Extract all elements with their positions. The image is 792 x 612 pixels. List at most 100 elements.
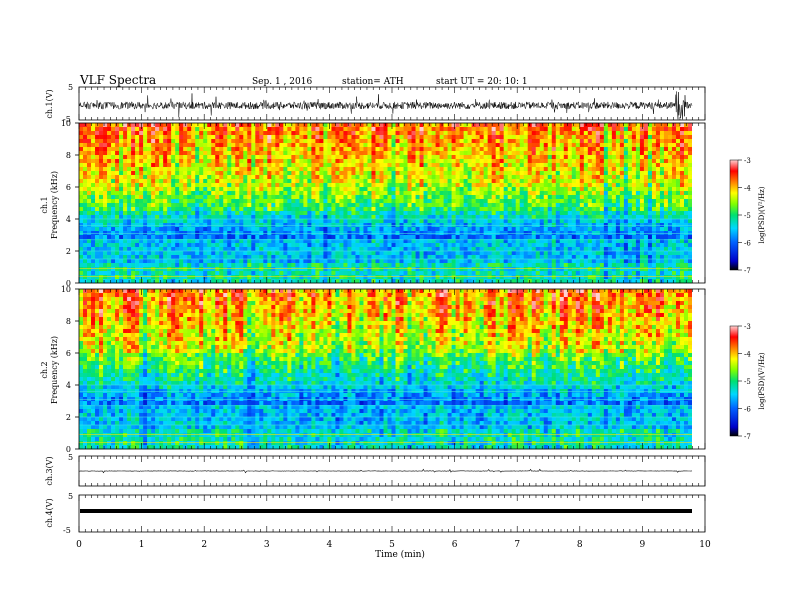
spectrogram-cell bbox=[579, 175, 585, 180]
spectrogram-cell bbox=[475, 127, 480, 132]
spectrogram-cell bbox=[87, 135, 92, 140]
spectrogram-cell bbox=[323, 195, 328, 200]
spectrogram-cell bbox=[687, 203, 693, 208]
spectrogram-cell bbox=[443, 211, 448, 216]
spectrogram-cell bbox=[255, 143, 260, 148]
spectrogram-cell bbox=[607, 179, 613, 184]
spectrogram-cell bbox=[371, 243, 376, 248]
spectrogram-cell bbox=[595, 171, 601, 176]
spectrogram-cell bbox=[251, 203, 256, 208]
spectrogram-cell bbox=[447, 147, 452, 152]
spectrogram-cell bbox=[375, 155, 380, 160]
spectrogram-cell bbox=[571, 187, 577, 192]
spectrogram-cell bbox=[147, 171, 152, 176]
spectrogram-cell bbox=[247, 203, 252, 208]
spectrogram-cell bbox=[227, 239, 232, 244]
spectrogram-cell bbox=[323, 139, 328, 144]
spectrogram-cell bbox=[171, 243, 176, 248]
spectrogram-cell bbox=[571, 163, 577, 168]
spectrogram-cell bbox=[119, 219, 124, 224]
spectrogram-cell bbox=[287, 171, 292, 176]
spectrogram-cell bbox=[279, 227, 284, 232]
spectrogram-cell bbox=[403, 163, 408, 168]
spectrogram-cell bbox=[539, 143, 545, 148]
spectrogram-cell bbox=[327, 247, 332, 252]
spectrogram-cell bbox=[543, 139, 549, 144]
spectrogram-cell bbox=[227, 131, 232, 136]
spectrogram-cell bbox=[527, 199, 533, 204]
spectrogram-cell bbox=[159, 151, 164, 156]
spectrogram-cell bbox=[135, 151, 140, 156]
spectrogram-cell bbox=[343, 171, 348, 176]
spectrogram-cell bbox=[159, 127, 164, 132]
spectrogram-cell bbox=[235, 159, 240, 164]
spectrogram-cell bbox=[267, 131, 272, 136]
spectrogram-cell bbox=[311, 175, 316, 180]
spectrogram-cell bbox=[687, 243, 693, 248]
spectrogram-cell bbox=[267, 155, 272, 160]
spectrogram-cell bbox=[515, 195, 521, 200]
spectrogram-cell bbox=[291, 131, 296, 136]
spectrogram-cell bbox=[595, 207, 601, 212]
spectrogram-cell bbox=[543, 211, 549, 216]
spectrogram-cell bbox=[283, 243, 288, 248]
spectrogram-cell bbox=[615, 199, 621, 204]
spectrogram-cell bbox=[383, 211, 388, 216]
spectrogram-cell bbox=[299, 203, 304, 208]
spectrogram-cell bbox=[119, 187, 124, 192]
spectrogram-cell bbox=[575, 235, 581, 240]
spectrogram-cell bbox=[607, 247, 613, 252]
spectrogram-cell bbox=[259, 151, 264, 156]
spectrogram-cell bbox=[167, 195, 172, 200]
spectrogram-cell bbox=[675, 163, 681, 168]
spectrogram-cell bbox=[667, 187, 673, 192]
spectrogram-cell bbox=[179, 139, 184, 144]
spectrogram-cell bbox=[171, 135, 176, 140]
spectrogram-cell bbox=[463, 143, 468, 148]
spectrogram-cell bbox=[251, 167, 256, 172]
spectrogram-cell bbox=[647, 215, 653, 220]
spectrogram-cell bbox=[423, 199, 428, 204]
spectrogram-cell bbox=[487, 143, 492, 148]
spectrogram-cell bbox=[491, 207, 496, 212]
spectrogram-cell bbox=[339, 199, 344, 204]
spectrogram-cell bbox=[355, 211, 360, 216]
spectrogram-cell bbox=[547, 139, 553, 144]
spectrogram-cell bbox=[623, 139, 629, 144]
spectrogram-cell bbox=[139, 139, 144, 144]
spectrogram-cell bbox=[571, 195, 577, 200]
spectrogram-cell bbox=[675, 155, 681, 160]
spectrogram-cell bbox=[299, 175, 304, 180]
spectrogram-cell bbox=[643, 127, 649, 132]
spectrogram-cell bbox=[599, 175, 605, 180]
spectrogram-cell bbox=[287, 187, 292, 192]
spectrogram-cell bbox=[659, 195, 665, 200]
spectrogram-cell bbox=[147, 167, 152, 172]
spectrogram-cell bbox=[211, 191, 216, 196]
spectrogram-cell bbox=[383, 175, 388, 180]
spectrogram-cell bbox=[439, 243, 444, 248]
spectrogram-cell bbox=[587, 187, 593, 192]
spectrogram-cell bbox=[403, 199, 408, 204]
spectrogram-cell bbox=[303, 171, 308, 176]
spectrogram-cell bbox=[375, 131, 380, 136]
spectrogram-cell bbox=[263, 235, 268, 240]
spectrogram-cell bbox=[647, 183, 653, 188]
spectrogram-cell bbox=[331, 139, 336, 144]
spectrogram-cell bbox=[287, 123, 292, 128]
spectrogram-cell bbox=[327, 167, 332, 172]
spectrogram-cell bbox=[535, 143, 541, 148]
spectrogram-cell bbox=[499, 143, 504, 148]
spectrogram-cell bbox=[207, 247, 212, 252]
spectrogram-cell bbox=[611, 163, 617, 168]
spectrogram-cell bbox=[299, 171, 304, 176]
spectrogram-cell bbox=[635, 239, 641, 244]
spectrogram-cell bbox=[315, 175, 320, 180]
spectrogram-cell bbox=[183, 171, 188, 176]
spectrogram-cell bbox=[571, 143, 577, 148]
spectrogram-cell bbox=[563, 175, 569, 180]
spectrogram-cell bbox=[391, 243, 396, 248]
spectrogram-cell bbox=[247, 139, 252, 144]
spectrogram-cell bbox=[331, 191, 336, 196]
spectrogram-cell bbox=[635, 167, 641, 172]
